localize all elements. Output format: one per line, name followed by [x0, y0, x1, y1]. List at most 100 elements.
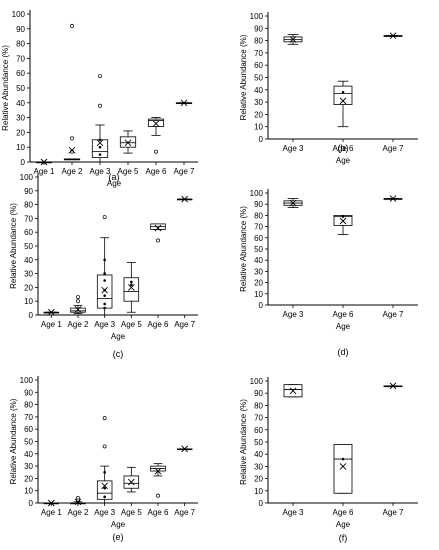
- chart-panel-4: 0 10 20 30 40 50 60 70 80 90 100 Age 1 Age 2 Age 3 Age…: [9, 376, 198, 542]
- y-tick-label: 40: [16, 99, 25, 108]
- data-point: [103, 306, 106, 310]
- data-point: [103, 294, 106, 297]
- x-tick-label: Age 7: [383, 144, 404, 153]
- y-tick-label: 40: [254, 86, 263, 95]
- x-tick-label: Age 1: [41, 508, 62, 517]
- y-tick-label: 30: [254, 98, 263, 107]
- x-tick-label: Age 3: [94, 320, 115, 329]
- y-tick-label: 80: [254, 401, 263, 410]
- x-tick-label: Age 5: [121, 508, 142, 517]
- data-point: [130, 283, 133, 286]
- mean-marker: [128, 284, 135, 291]
- mean-marker: [124, 139, 132, 147]
- box-age-2: [70, 496, 86, 506]
- mean-marker: [339, 463, 347, 470]
- box-age-3: [283, 198, 303, 208]
- y-tick-label: 100: [20, 376, 34, 385]
- chart-panel-3: 0 10 20 30 40 50 60 70 80 90 100 Age 3 Age 6 Age 7 Age…: [239, 189, 418, 357]
- y-tick-label: 0: [29, 499, 34, 508]
- y-tick-label: 40: [24, 256, 33, 265]
- mean-marker: [74, 306, 82, 313]
- x-tick-label: Age 6: [333, 508, 354, 517]
- x-tick-label: Age 3: [94, 508, 115, 517]
- y-tick-label: 70: [254, 414, 263, 423]
- box-age-7: [175, 99, 193, 107]
- outlier-point: [102, 215, 107, 219]
- mean-marker: [289, 36, 297, 43]
- y-tick-label: 100: [20, 173, 34, 182]
- x-tick-label: Age 7: [383, 508, 404, 517]
- y-axis-title: Relative Abundance (%): [239, 34, 248, 120]
- outlier-point: [156, 493, 160, 498]
- y-tick-label: 80: [254, 37, 263, 46]
- data-point: [98, 145, 102, 149]
- y-axis-title: Relative Abundance (%): [9, 398, 18, 484]
- box-age-7: [176, 195, 193, 203]
- x-tick-label: Age 5: [118, 167, 139, 176]
- y-tick-label: 90: [16, 25, 25, 34]
- y-tick-label: 70: [24, 413, 33, 422]
- mean-marker: [289, 199, 297, 207]
- mean-marker: [101, 482, 108, 490]
- y-tick-label: 60: [24, 425, 33, 434]
- box-age-6: [150, 463, 166, 498]
- data-point: [103, 272, 106, 275]
- mean-marker: [389, 382, 397, 390]
- y-tick-label: 10: [16, 143, 25, 152]
- y-tick-label: 20: [24, 283, 33, 292]
- outlier-point: [70, 136, 74, 141]
- outlier-point: [154, 149, 158, 154]
- y-tick-label: 0: [259, 135, 264, 144]
- x-tick-label: Age 6: [333, 310, 354, 319]
- mean-marker: [128, 478, 135, 486]
- box-age-7: [383, 32, 403, 39]
- mean-marker: [154, 467, 162, 475]
- x-tick-label: Age 5: [121, 320, 142, 329]
- box-age-6: [333, 80, 353, 128]
- box-age-5: [123, 262, 140, 313]
- box-age-3: [96, 416, 113, 504]
- y-tick-label: 90: [254, 24, 263, 33]
- y-tick-label: 10: [24, 487, 33, 496]
- y-tick-label: 80: [24, 401, 33, 410]
- y-tick-label: 0: [259, 499, 264, 508]
- data-point: [341, 90, 345, 94]
- data-point: [130, 280, 133, 284]
- y-tick-label: 60: [24, 228, 33, 237]
- x-tick-label: Age 3: [283, 144, 304, 153]
- y-tick-label: 90: [24, 388, 33, 397]
- y-tick-label: 10: [254, 487, 263, 496]
- mean-marker: [101, 286, 108, 294]
- x-tick-label: Age 6: [333, 144, 354, 153]
- y-axis-title: Relative Abundance (%): [1, 45, 10, 131]
- box-age-3: [91, 74, 109, 163]
- y-tick-label: 100: [12, 10, 26, 19]
- box-age-1: [43, 308, 60, 316]
- x-tick-label: Age 1: [34, 167, 55, 176]
- outlier-point: [102, 444, 107, 449]
- data-point: [103, 486, 106, 490]
- box-age-7: [176, 445, 193, 453]
- outlier-point: [76, 295, 80, 300]
- box-age-1: [43, 499, 60, 507]
- mean-marker: [40, 158, 48, 166]
- y-tick-label: 50: [24, 438, 33, 447]
- x-tick-label: Age 6: [148, 508, 169, 517]
- box-body: [333, 85, 353, 105]
- mean-marker: [389, 32, 397, 39]
- outlier-point: [98, 103, 102, 108]
- y-tick-label: 0: [21, 158, 26, 167]
- y-tick-label: 100: [250, 377, 264, 386]
- mean-marker: [181, 195, 188, 203]
- y-axis-title: Relative Abundance (%): [9, 203, 18, 289]
- box-age-3: [96, 215, 113, 316]
- box-body: [96, 480, 113, 500]
- x-axis-title: Age: [111, 332, 126, 341]
- y-tick-label: 40: [254, 450, 263, 459]
- x-tick-label: Age 6: [146, 167, 167, 176]
- mean-marker: [74, 498, 82, 506]
- x-tick-label: Age 2: [68, 508, 89, 517]
- chart-panel-1: 0 10 20 30 40 50 60 70 80 90 100 Age 3 Age 6 Age 7 Age…: [239, 12, 418, 165]
- outlier-point: [102, 416, 107, 421]
- y-tick-label: 70: [24, 214, 33, 223]
